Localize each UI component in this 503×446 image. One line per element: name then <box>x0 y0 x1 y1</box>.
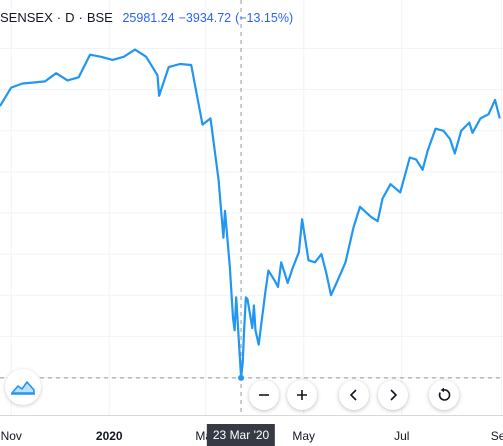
x-tick-label: 2020 <box>95 429 123 443</box>
zoom-in-button[interactable] <box>287 380 317 410</box>
crosshair-date-label: 23 Mar '20 <box>206 424 276 446</box>
plus-icon <box>297 390 307 400</box>
separator-dot: · <box>78 10 83 25</box>
chevron-left-icon <box>349 389 357 401</box>
chart-grid <box>0 0 503 415</box>
scroll-left-button[interactable] <box>339 380 369 410</box>
exchange-label: BSE <box>86 10 113 25</box>
change-value: −3934.72 <box>178 11 232 25</box>
x-tick-label: May <box>292 429 316 443</box>
change-percent: (−13.15%) <box>235 11 294 25</box>
last-value: 25981.24 <box>122 11 175 25</box>
x-tick-label: Jul <box>394 429 410 443</box>
x-tick-label: Sep <box>490 429 503 443</box>
reset-chart-button[interactable] <box>429 380 459 410</box>
reset-icon <box>438 387 451 401</box>
scroll-right-button[interactable] <box>378 380 408 410</box>
time-axis[interactable]: SepJulMayMar2020Nov 23 Mar '20 <box>0 415 503 446</box>
minus-icon <box>259 394 269 396</box>
x-tick-label: Nov <box>0 429 22 443</box>
tradingview-logo-button[interactable] <box>5 369 41 405</box>
separator-dot: · <box>56 10 62 25</box>
series-line-sensex <box>0 48 501 379</box>
chart-plot-area[interactable] <box>0 0 503 415</box>
zoom-out-button[interactable] <box>249 380 279 410</box>
legend-values: 25981.24 −3934.72 (−13.15%) <box>122 11 297 25</box>
symbol-name[interactable]: SENSEX <box>0 10 53 25</box>
price-chart[interactable] <box>0 0 503 415</box>
interval-label: D <box>65 10 75 25</box>
chevron-right-icon <box>390 389 398 401</box>
crosshair-point <box>238 374 245 381</box>
tradingview-cloud-icon <box>11 381 35 395</box>
chart-legend-header: SENSEX · D · BSE 25981.24 −3934.72 (−13.15%) <box>0 10 297 25</box>
